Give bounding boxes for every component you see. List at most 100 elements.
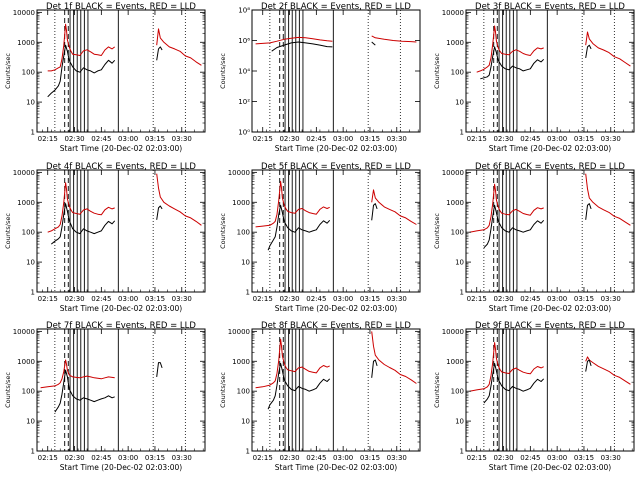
y-axis-label: Counts/sec [433,53,441,89]
events-series-line [585,359,592,372]
x-tick-label: 02:45 [91,135,111,143]
x-tick-label: 03:00 [333,135,353,143]
y-tick-label: 100 [451,388,464,396]
y-tick-label: 10 [455,99,464,107]
lld-series-line [469,183,544,233]
x-tick-label: 03:15 [574,454,594,462]
plot-frame [251,328,421,452]
events-series-line [156,362,163,377]
x-tick-label: 03:30 [387,135,407,143]
x-tick-label: 03:15 [360,135,380,143]
events-series-line [585,44,592,58]
x-axis-label: Start Time (20-Dec-02 02:03:00) [275,304,397,313]
x-tick-label: 03:30 [601,454,621,462]
y-tick-label: 100 [451,69,464,77]
x-tick-label: 02:15 [253,295,273,303]
y-tick-label: 10 [455,259,464,267]
y-tick-label: 1 [460,448,464,456]
events-series-line [54,369,115,413]
y-tick-label: 1 [31,448,35,456]
events-series-line [480,46,545,80]
x-tick-label: 02:15 [467,135,487,143]
y-tick-label: 1 [460,289,464,297]
x-tick-label: 02:45 [306,295,326,303]
x-tick-label: 02:30 [279,295,299,303]
y-tick-label: 100 [237,388,250,396]
plot-frame [36,9,206,133]
y-tick-label: 10 [241,418,250,426]
x-axis-label: Start Time (20-Dec-02 02:03:00) [60,144,182,153]
x-tick-label: 03:00 [333,295,353,303]
x-tick-label: 02:45 [306,454,326,462]
lld-series-line [255,36,333,45]
x-tick-label: 03:00 [547,135,567,143]
x-tick-label: 03:30 [172,135,192,143]
x-tick-label: 02:15 [467,454,487,462]
y-tick-label: 1000 [446,358,464,366]
x-tick-label: 03:30 [387,295,407,303]
y-tick-label: 1 [31,289,35,297]
panel-9: Det 9f BLACK = Events, RED = LLD 1 10 100 10… [433,321,635,472]
y-tick-label: 10000 [13,328,35,336]
y-tick-label: 10000 [442,169,464,177]
panel-title: Det 1f BLACK = Events, RED = LLD [46,2,196,12]
lld-series-line [476,25,544,73]
x-tick-label: 03:00 [118,295,138,303]
x-tick-label: 02:45 [520,454,540,462]
y-tick-label: 10000 [442,328,464,336]
y-tick-label: 1000 [446,39,464,47]
lld-series-line [371,331,417,384]
y-axis-label: Counts/sec [219,213,227,249]
lld-series-line [469,342,544,392]
x-tick-label: 03:00 [333,454,353,462]
y-tick-label: 1000 [232,199,250,207]
x-tick-label: 02:45 [91,295,111,303]
panel-7: Det 7f BLACK = Events, RED = LLD 1 10 100 10… [4,321,206,472]
plot-frame [465,328,635,452]
events-series-line [47,44,116,98]
panel-title: Det 3f BLACK = Events, RED = LLD [475,2,625,12]
lld-series-line [40,359,115,389]
y-tick-label: 10 [26,418,35,426]
panel-8: Det 8f BLACK = Events, RED = LLD 1 10 100 10… [219,321,421,472]
x-tick-label: 02:30 [493,454,513,462]
x-tick-label: 02:30 [279,135,299,143]
y-tick-label: 100 [451,229,464,237]
y-tick-label: 1000 [17,358,35,366]
x-axis-label: Start Time (20-Dec-02 02:03:00) [489,144,611,153]
y-tick-label: 1000 [17,199,35,207]
y-tick-label: 1 [31,129,35,137]
x-tick-label: 03:00 [118,454,138,462]
x-tick-label: 03:30 [601,135,621,143]
panel-title: Det 5f BLACK = Events, RED = LLD [261,162,411,172]
x-tick-label: 03:15 [574,295,594,303]
lld-series-line [585,173,631,226]
lld-series-line [255,180,330,228]
y-tick-label: 100 [22,229,35,237]
x-tick-label: 02:30 [64,295,84,303]
events-series-line [483,204,545,249]
y-tick-label: 10000 [13,9,35,17]
x-tick-label: 03:30 [601,295,621,303]
x-tick-label: 02:15 [253,454,273,462]
x-tick-label: 03:30 [387,454,407,462]
x-axis-label: Start Time (20-Dec-02 02:03:00) [275,144,397,153]
x-axis-label: Start Time (20-Dec-02 02:03:00) [489,463,611,472]
x-tick-label: 03:00 [118,135,138,143]
plot-frame [36,169,206,293]
x-tick-label: 02:15 [38,295,58,303]
x-tick-label: 02:30 [493,135,513,143]
x-tick-label: 03:15 [574,135,594,143]
x-tick-label: 02:15 [253,135,273,143]
y-axis-label: Counts/sec [4,53,12,89]
events-series-line [371,203,378,221]
panel-title: Det 6f BLACK = Events, RED = LLD [475,162,625,172]
lld-series-line [156,173,202,226]
plot-frame [251,9,421,133]
x-tick-label: 03:30 [172,295,192,303]
panel-title: Det 4f BLACK = Events, RED = LLD [46,162,196,172]
y-tick-label: 10² [238,98,250,106]
events-series-line [267,362,331,410]
y-tick-label: 1000 [446,199,464,207]
